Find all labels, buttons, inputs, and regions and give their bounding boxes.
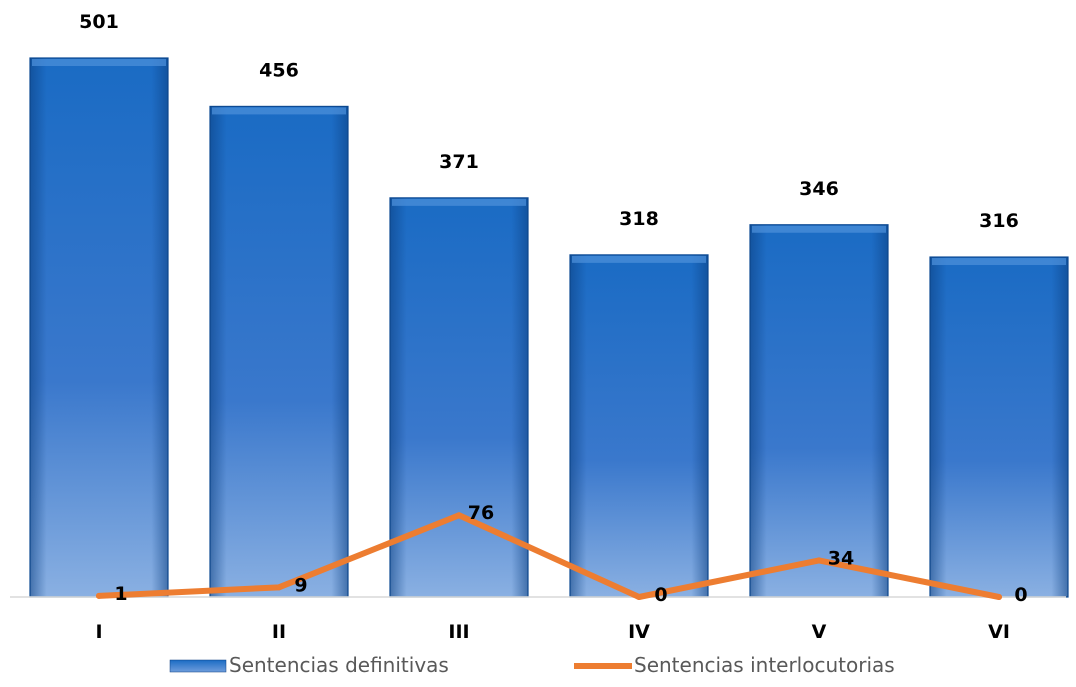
line-layer: [96, 512, 1002, 600]
bar-highlight-V: [752, 225, 886, 233]
bar-shade-I: [30, 58, 168, 597]
x-tick-label: I: [95, 621, 102, 643]
line-point-III: [456, 512, 462, 519]
legend: Sentencias definitivas Sentencias interl…: [169, 653, 895, 677]
bar-value-label: 316: [979, 210, 1019, 232]
bar-highlight-III: [392, 198, 526, 206]
line-value-label: 76: [468, 502, 494, 524]
line-value-label: 0: [654, 584, 667, 606]
bar-highlight-VI: [932, 258, 1066, 266]
bar-shade-IV: [570, 254, 708, 597]
bar-shade-V: [750, 224, 888, 598]
bar-highlight-I: [32, 59, 166, 66]
bar-highlight-II: [212, 107, 346, 115]
bar-shade-II: [210, 106, 348, 597]
line-value-label: 9: [294, 574, 307, 596]
bar-shade-VI: [930, 257, 1068, 597]
x-tick-label: V: [812, 621, 827, 643]
x-tick-label: III: [448, 621, 469, 643]
bar-value-label: 346: [799, 178, 839, 200]
legend-label-sentencias-definitivas: Sentencias definitivas: [229, 653, 449, 677]
line-value-label: 1: [114, 583, 127, 605]
line-point-I: [96, 592, 102, 599]
line-point-IV: [636, 594, 642, 600]
bar-value-label: 501: [79, 11, 119, 33]
x-tick-label: VI: [988, 621, 1010, 643]
legend-swatch-sentencias-definitivas: [169, 659, 227, 673]
x-tick-label: II: [272, 621, 286, 643]
bar-value-label: 371: [439, 151, 479, 173]
line-point-VI: [996, 594, 1002, 600]
bar-highlight-IV: [572, 255, 706, 263]
line-value-label: 0: [1014, 584, 1027, 606]
labels-layer: 501 I 456 II 371 III 318 IV 346 V 316 VI 1 9 76 0 34 0: [79, 11, 1027, 643]
line-point-II: [276, 584, 282, 591]
line-value-label: 34: [828, 547, 854, 569]
bars-layer: [29, 57, 1069, 598]
bar-value-label: 318: [619, 208, 659, 230]
legend-label-sentencias-interlocutorias: Sentencias interlocutorias: [634, 653, 895, 677]
line-point-V: [816, 557, 822, 564]
x-tick-label: IV: [628, 621, 650, 643]
bar-value-label: 456: [259, 59, 299, 81]
line-series-sentencias-interlocutorias: [96, 512, 1002, 600]
